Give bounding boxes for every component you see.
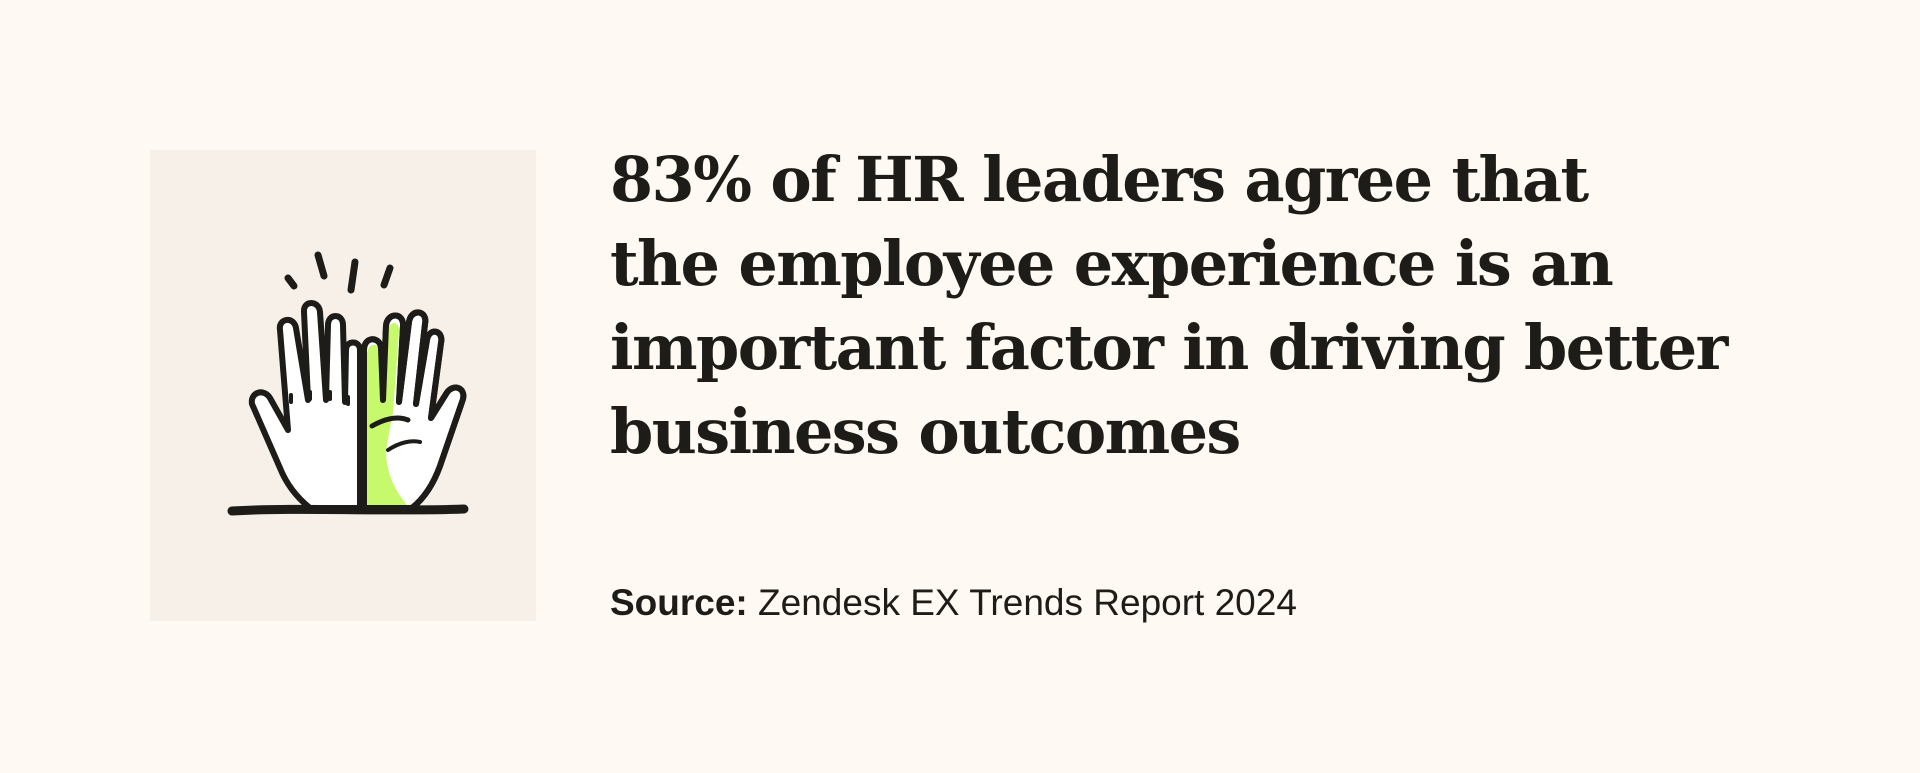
- illustration-panel: [150, 150, 536, 621]
- headline-line: the employee experience is an: [610, 227, 1614, 300]
- source-label: Source:: [610, 582, 748, 623]
- source-citation: Source: Zendesk EX Trends Report 2024: [610, 580, 1297, 626]
- headline-line: 83% of HR leaders agree that: [610, 143, 1589, 216]
- headline: 83% of HR leaders agree that the employe…: [610, 138, 1730, 474]
- source-text: Zendesk EX Trends Report 2024: [747, 582, 1297, 623]
- headline-line: important factor in driving better: [610, 311, 1728, 384]
- headline-line: business outcomes: [610, 395, 1241, 468]
- high-five-hands-icon: [227, 251, 469, 516]
